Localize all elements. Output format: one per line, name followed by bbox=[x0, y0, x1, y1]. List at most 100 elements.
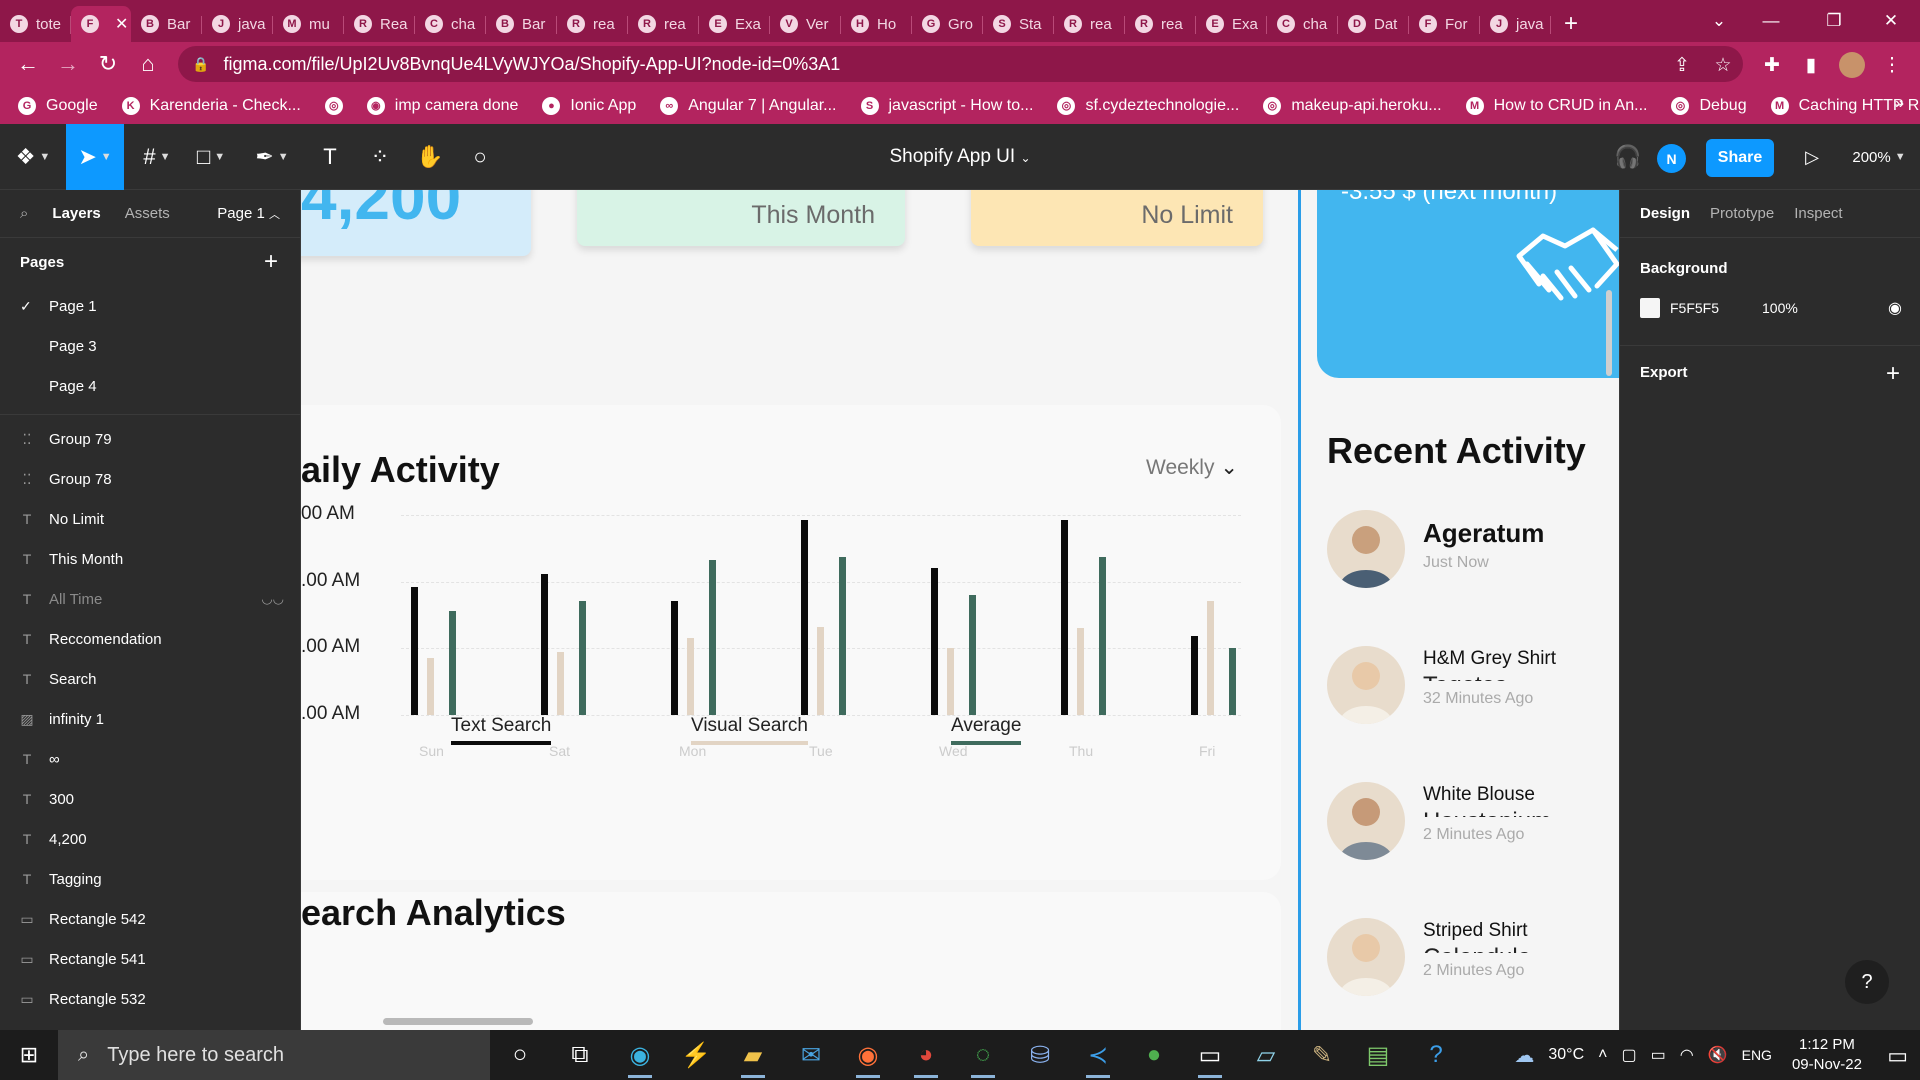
legend-text-search[interactable]: Text Search bbox=[451, 715, 552, 745]
file-name[interactable]: Shopify App UI ⌄ bbox=[889, 146, 1030, 168]
text-tool[interactable]: T bbox=[310, 124, 350, 190]
user-avatar[interactable]: N bbox=[1657, 144, 1686, 173]
page-item[interactable]: Page 3 bbox=[0, 326, 300, 366]
bookmark-item[interactable]: M How to CRUD in An... bbox=[1465, 96, 1647, 115]
background-opacity[interactable]: 100% bbox=[1762, 300, 1798, 316]
notifications-icon[interactable]: ▭ bbox=[1887, 1043, 1908, 1068]
android-studio-icon[interactable]: ▤ bbox=[1366, 1041, 1390, 1069]
extensions-icon[interactable]: ✚ bbox=[1764, 54, 1780, 76]
browser-menu-icon[interactable]: ⋮ bbox=[1882, 54, 1902, 76]
address-bar[interactable]: 🔒 figma.com/file/UpI2Uv8BvnqUe4LVyWJYOa/… bbox=[178, 46, 1743, 82]
restore-icon[interactable]: ❐ bbox=[1826, 11, 1842, 30]
daily-activity-card[interactable]: aily Activity Weekly ⌄ 00 AM .00 AM .00 AM… bbox=[301, 405, 1281, 880]
audio-icon[interactable]: 🎧 bbox=[1614, 144, 1642, 169]
bookmarks-overflow-icon[interactable]: » bbox=[1895, 95, 1904, 112]
browser-tab[interactable]: V Ver bbox=[770, 6, 841, 42]
stat-card-this-month[interactable]: This Month bbox=[577, 190, 905, 246]
browser-tab[interactable]: S Sta bbox=[983, 6, 1054, 42]
bookmark-item[interactable]: ◉ imp camera done bbox=[366, 96, 518, 115]
frame-tool[interactable]: # ▼ bbox=[143, 144, 171, 169]
task-view-icon[interactable]: ⧉ bbox=[571, 1041, 589, 1068]
bookmark-item[interactable]: M Caching HTTP Requ... bbox=[1770, 96, 1920, 115]
layer-item[interactable]: ▭ Rectangle 542 bbox=[0, 899, 300, 939]
layer-item[interactable]: T All Time ◡◡ bbox=[0, 579, 300, 619]
activity-item-name[interactable]: Striped Shirt bbox=[1423, 920, 1528, 941]
add-page-icon[interactable]: + bbox=[263, 248, 278, 275]
resources-tool[interactable]: ⁘ bbox=[360, 124, 400, 190]
layer-item[interactable]: T ∞ bbox=[0, 739, 300, 779]
shape-tool[interactable]: □ ▼ bbox=[196, 144, 226, 169]
figma-main-menu[interactable]: ❖ ▼ bbox=[15, 144, 51, 169]
activity-item-name[interactable]: White Blouse bbox=[1423, 784, 1535, 805]
weather-cloud-icon[interactable]: ☁ bbox=[1514, 1044, 1535, 1067]
comment-tool[interactable]: ○ bbox=[460, 124, 500, 190]
browser-tab[interactable]: D Dat bbox=[1338, 6, 1409, 42]
browser-tab[interactable]: R Rea bbox=[344, 6, 415, 42]
background-fill-row[interactable]: F5F5F5 100% bbox=[1640, 298, 1798, 318]
volume-muted-icon[interactable]: 🔇 bbox=[1707, 1047, 1728, 1064]
activity-item-name[interactable]: H&M Grey Shirt bbox=[1423, 648, 1557, 669]
help-button[interactable]: ? bbox=[1845, 960, 1889, 1004]
chrome-icon[interactable]: ◕ bbox=[898, 1030, 954, 1080]
stat-card-no-limit[interactable]: No Limit bbox=[971, 190, 1263, 246]
meet-icon[interactable]: ▢ bbox=[1621, 1047, 1637, 1064]
tab-design[interactable]: Design bbox=[1640, 205, 1691, 222]
page-item[interactable]: Page 4 bbox=[0, 366, 300, 406]
browser-tab[interactable]: B Bar bbox=[486, 6, 557, 42]
hidden-eye-icon[interactable]: ◡◡ bbox=[261, 591, 284, 606]
browser-tab[interactable]: G Gro bbox=[912, 6, 983, 42]
browser-tab[interactable]: F For bbox=[1409, 6, 1480, 42]
avatar[interactable] bbox=[1327, 918, 1405, 996]
layer-item[interactable]: T Reccomendation bbox=[0, 619, 300, 659]
avatar[interactable] bbox=[1327, 510, 1405, 588]
page-item[interactable]: ✓ Page 1 bbox=[0, 286, 300, 326]
clock[interactable]: 1:12 PM 09-Nov-22 bbox=[1792, 1035, 1862, 1075]
postman-icon[interactable]: ⚡ bbox=[681, 1041, 711, 1069]
network-app-icon[interactable]: ⛁ bbox=[1029, 1041, 1051, 1069]
period-dropdown[interactable]: Weekly ⌄ bbox=[1146, 455, 1238, 480]
chevron-up-icon[interactable]: ˄ bbox=[1598, 1046, 1608, 1063]
design-canvas[interactable]: 4,200 This Month No Limit aily Activity … bbox=[301, 190, 1619, 1030]
bookmark-star-icon[interactable]: ☆ bbox=[1714, 54, 1732, 76]
avatar[interactable] bbox=[1327, 782, 1405, 860]
vscode-icon[interactable]: ≺ bbox=[1070, 1030, 1126, 1080]
paint-app-icon[interactable]: ✎ bbox=[1311, 1041, 1333, 1069]
minimize-icon[interactable]: — bbox=[1762, 11, 1780, 30]
mail-icon[interactable]: ✉ bbox=[800, 1041, 822, 1069]
edge-icon[interactable]: ◉ bbox=[612, 1030, 668, 1080]
zoom-control[interactable]: 200% ▼ bbox=[1852, 148, 1906, 166]
bookmark-item[interactable]: ◎ makeup-api.heroku... bbox=[1263, 96, 1442, 115]
tab-layers[interactable]: Layers bbox=[52, 205, 101, 222]
inner-scrollbar[interactable] bbox=[1606, 290, 1612, 376]
canvas-horizontal-scrollbar[interactable] bbox=[383, 1018, 533, 1025]
hand-tool[interactable]: ✋ bbox=[410, 124, 450, 190]
windows-start-icon[interactable]: ⊞ bbox=[19, 1042, 39, 1067]
browser-tab[interactable]: F ✕ bbox=[71, 6, 131, 42]
file-explorer-icon[interactable]: ▰ bbox=[725, 1030, 781, 1080]
temperature[interactable]: 30°C bbox=[1548, 1046, 1585, 1063]
firefox-icon[interactable]: ◉ bbox=[840, 1030, 896, 1080]
background-color-swatch[interactable] bbox=[1640, 298, 1660, 318]
layer-item[interactable]: T 4,200 bbox=[0, 819, 300, 859]
browser-tab[interactable]: E Exa bbox=[699, 6, 770, 42]
legend-visual-search[interactable]: Visual Search bbox=[691, 715, 808, 745]
layer-item[interactable]: T No Limit bbox=[0, 499, 300, 539]
share-page-icon[interactable]: ⇪ bbox=[1674, 54, 1690, 76]
tab-inspect[interactable]: Inspect bbox=[1794, 205, 1843, 222]
background-hex[interactable]: F5F5F5 bbox=[1670, 300, 1720, 316]
layer-item[interactable]: ⁚⁚ Group 78 bbox=[0, 459, 300, 499]
tab-assets[interactable]: Assets bbox=[124, 205, 170, 222]
layer-item[interactable]: T Search bbox=[0, 659, 300, 699]
add-export-icon[interactable]: + bbox=[1885, 360, 1900, 387]
bookmark-item[interactable]: ◎ Debug bbox=[1671, 96, 1747, 115]
pen-tool[interactable]: ✒ ▼ bbox=[255, 144, 289, 169]
move-tool[interactable]: ➤ ▼ bbox=[66, 124, 124, 190]
close-tab-icon[interactable]: ✕ bbox=[115, 16, 129, 33]
layer-item[interactable]: T This Month bbox=[0, 539, 300, 579]
present-icon[interactable]: ▷ bbox=[1805, 146, 1819, 167]
terminal-icon[interactable]: ▭ bbox=[1182, 1030, 1238, 1080]
layer-item[interactable]: ▭ Rectangle 532 bbox=[0, 979, 300, 1019]
